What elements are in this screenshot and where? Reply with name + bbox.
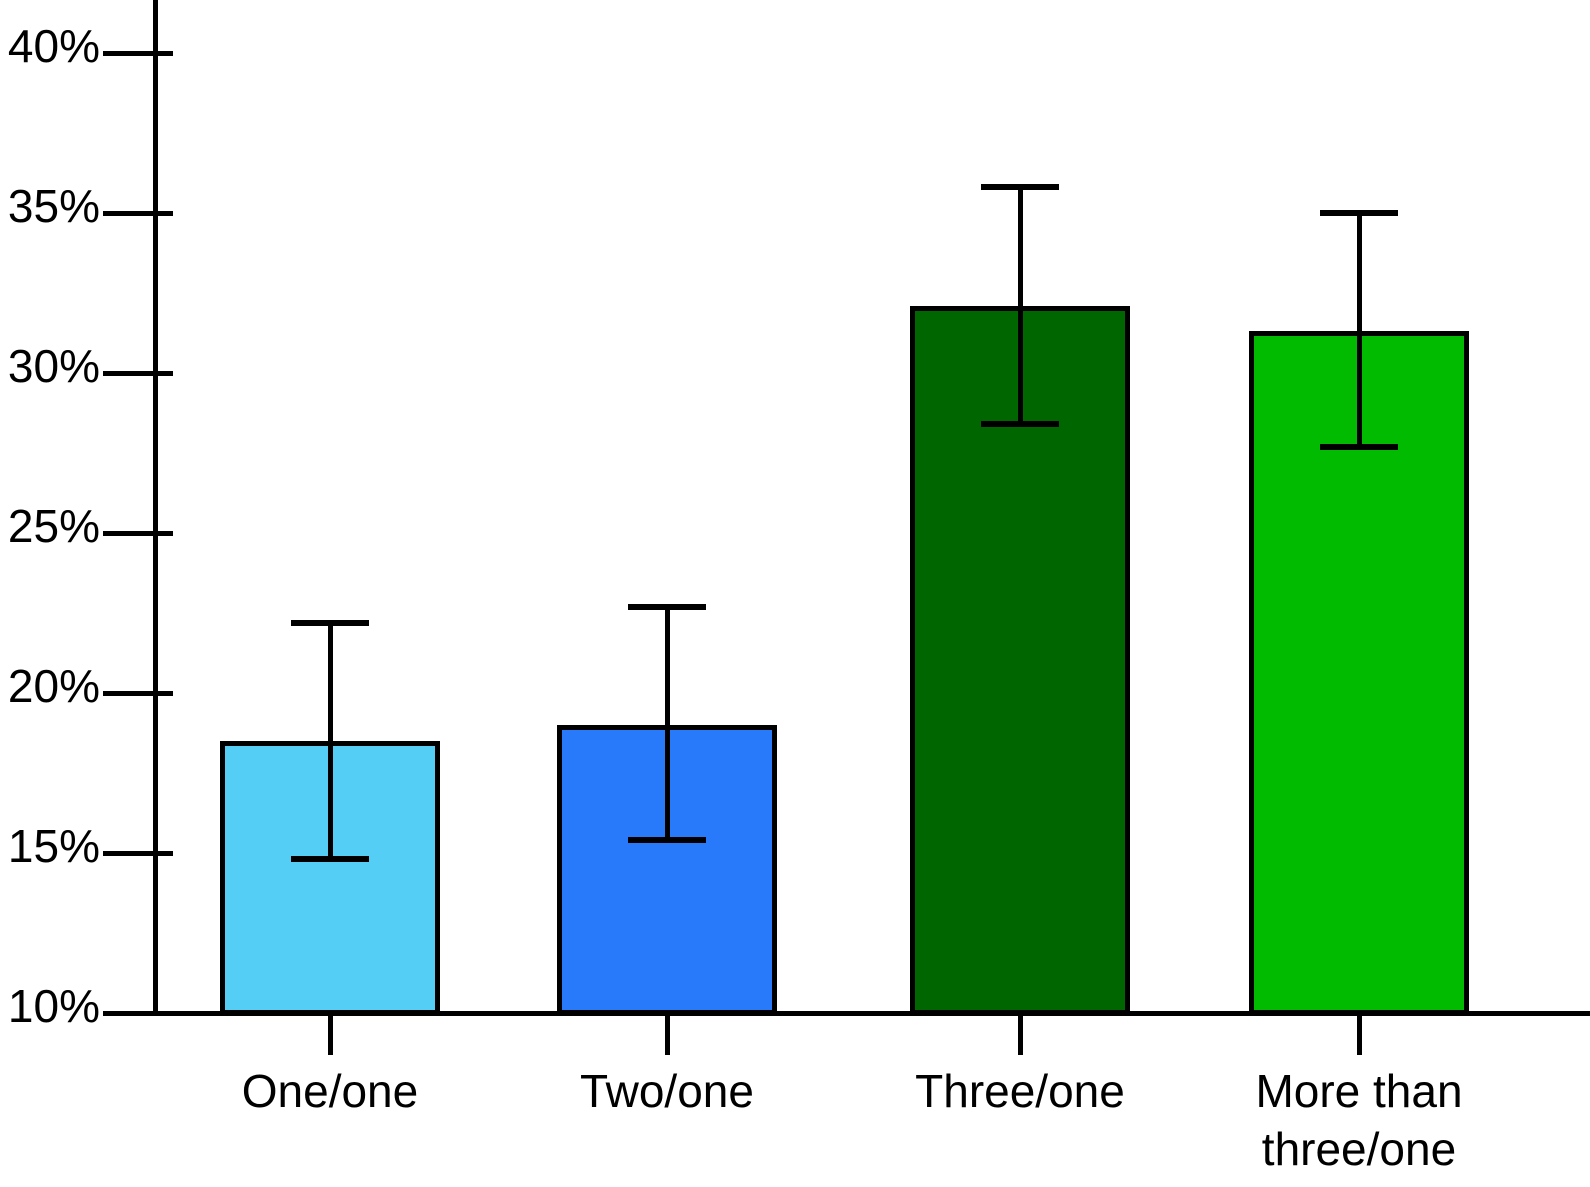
y-axis-line: [153, 0, 158, 1016]
error-bar-top-cap-three-one: [981, 184, 1059, 190]
x-tick: [328, 1013, 333, 1055]
x-tick: [1357, 1013, 1362, 1055]
error-bar-bottom-cap-one-one: [291, 856, 369, 862]
error-bar-top-cap-more-than-three-one: [1320, 210, 1398, 216]
y-tick: [103, 531, 173, 536]
error-bar-stem-three-one: [1018, 187, 1023, 424]
y-tick: [103, 211, 173, 216]
y-tick-label: 10%: [7, 980, 100, 1032]
x-category-label-two-one: Two/one: [580, 1065, 754, 1117]
x-category-label-more-than-three-one: More than three/one: [1255, 1065, 1463, 1175]
error-bar-bottom-cap-two-one: [628, 837, 706, 843]
error-bar-bottom-cap-more-than-three-one: [1320, 444, 1398, 450]
y-tick: [103, 371, 173, 376]
y-tick-label: 15%: [7, 820, 100, 872]
x-tick: [1018, 1013, 1023, 1055]
error-bar-bottom-cap-three-one: [981, 421, 1059, 427]
x-category-label-three-one: Three/one: [915, 1065, 1125, 1117]
y-tick: [103, 1011, 173, 1016]
error-bar-top-cap-one-one: [291, 620, 369, 626]
y-tick-label: 35%: [7, 180, 100, 232]
error-bar-top-cap-two-one: [628, 604, 706, 610]
y-tick: [103, 691, 173, 696]
x-tick: [665, 1013, 670, 1055]
y-tick-label: 25%: [7, 500, 100, 552]
error-bar-stem-one-one: [328, 623, 333, 860]
x-category-label-one-one: One/one: [241, 1065, 419, 1117]
y-tick-label: 20%: [7, 660, 100, 712]
y-tick: [103, 51, 173, 56]
y-tick-label: 40%: [7, 20, 100, 72]
error-bar-stem-more-than-three-one: [1357, 213, 1362, 447]
error-bar-stem-two-one: [665, 607, 670, 841]
y-tick: [103, 851, 173, 856]
x-axis-line: [153, 1011, 1590, 1016]
y-tick-label: 30%: [7, 340, 100, 392]
